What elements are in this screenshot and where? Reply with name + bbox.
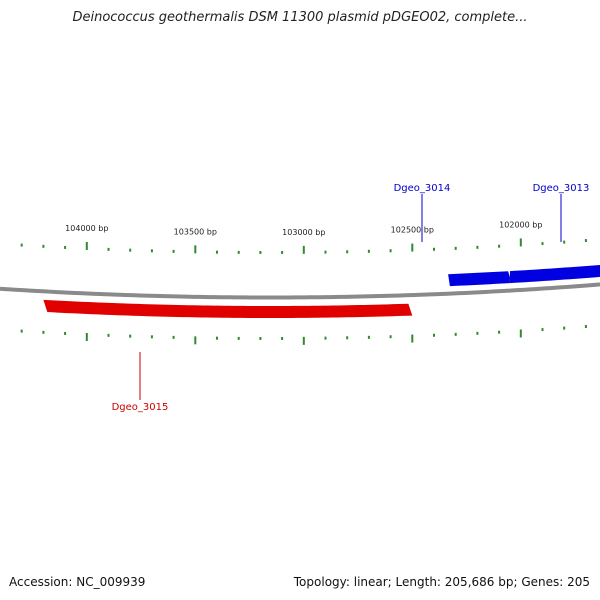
backbone-arc xyxy=(0,282,600,300)
outer-tick-track xyxy=(20,238,587,254)
inner-tick-track xyxy=(20,325,587,345)
gene-dgeo_3015 xyxy=(43,299,413,318)
gene-dgeo_3013 xyxy=(509,264,600,284)
gene-track xyxy=(43,264,600,318)
gene-labels: Dgeo_3013 Dgeo_3014 Dgeo_3015 xyxy=(112,183,590,413)
scale-label: 102500 bp xyxy=(391,226,434,235)
gene-label: Dgeo_3015 xyxy=(112,402,169,413)
scale-label: 104000 bp xyxy=(65,224,108,233)
gene-dgeo_3014 xyxy=(448,271,510,287)
scale-label: 102000 bp xyxy=(499,220,542,229)
scale-label: 103500 bp xyxy=(174,227,217,236)
map-title: Deinococcus geothermalis DSM 11300 plasm… xyxy=(72,10,528,25)
accession-text: Accession: NC_009939 xyxy=(9,575,146,589)
gene-label: Dgeo_3013 xyxy=(533,183,590,194)
scale-labels: 104000 bp 103500 bp 103000 bp 102500 bp 1020… xyxy=(65,220,542,236)
scale-label: 103000 bp xyxy=(282,228,325,237)
gene-label: Dgeo_3014 xyxy=(394,183,451,194)
topology-summary: Topology: linear; Length: 205,686 bp; Ge… xyxy=(293,575,590,589)
